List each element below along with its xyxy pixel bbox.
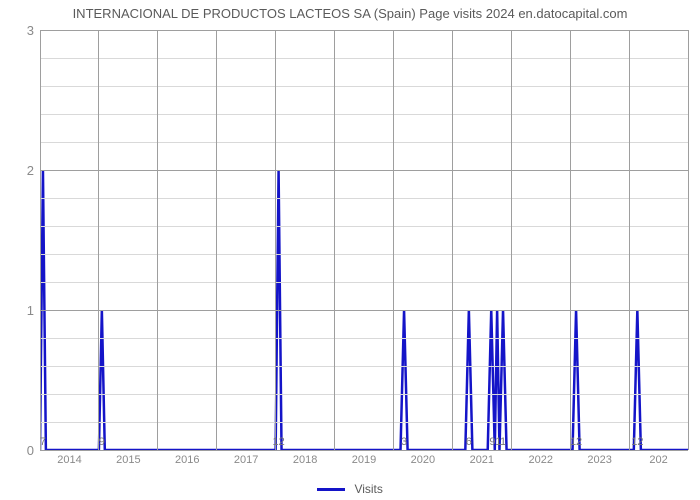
x-tick-label: 2014 xyxy=(57,454,81,466)
grid-h-minor xyxy=(40,142,688,143)
grid-h-minor xyxy=(40,254,688,255)
grid-h-minor xyxy=(40,114,688,115)
peak-label: 12 xyxy=(631,436,643,448)
x-tick-label: 2017 xyxy=(234,454,258,466)
grid-h-minor xyxy=(40,366,688,367)
x-tick-label: 202 xyxy=(649,454,667,466)
grid-v-major xyxy=(40,30,41,450)
x-tick-label: 2016 xyxy=(175,454,199,466)
grid-v-major xyxy=(511,30,512,450)
grid-v-major xyxy=(629,30,630,450)
grid-v-major xyxy=(452,30,453,450)
y-tick-label: 3 xyxy=(14,23,34,38)
grid-h-minor xyxy=(40,282,688,283)
x-tick-label: 2023 xyxy=(587,454,611,466)
grid-v-major xyxy=(98,30,99,450)
chart-container: INTERNACIONAL DE PRODUCTOS LACTEOS SA (S… xyxy=(0,0,700,500)
grid-h-minor xyxy=(40,422,688,423)
grid-h-minor xyxy=(40,86,688,87)
x-tick-label: 2021 xyxy=(470,454,494,466)
peak-label: 7 xyxy=(40,436,46,448)
grid-h-minor xyxy=(40,58,688,59)
grid-v-major xyxy=(393,30,394,450)
y-tick-label: 0 xyxy=(14,443,34,458)
x-tick-label: 2022 xyxy=(528,454,552,466)
legend-swatch xyxy=(317,488,345,491)
grid-v-major xyxy=(334,30,335,450)
grid-h-minor xyxy=(40,198,688,199)
x-tick-label: 2020 xyxy=(411,454,435,466)
grid-v-major xyxy=(275,30,276,450)
x-tick-label: 2019 xyxy=(352,454,376,466)
grid-h-minor xyxy=(40,338,688,339)
grid-h-minor xyxy=(40,226,688,227)
peak-label: 9 xyxy=(99,436,105,448)
peak-label: 6 xyxy=(466,436,472,448)
series-line xyxy=(40,30,688,450)
x-tick-label: 2015 xyxy=(116,454,140,466)
y-tick-label: 1 xyxy=(14,303,34,318)
grid-h-major xyxy=(40,310,688,311)
peak-label: 3 xyxy=(401,436,407,448)
peak-label: 12 xyxy=(570,436,582,448)
x-tick-label: 2018 xyxy=(293,454,317,466)
peak-label: 12 xyxy=(272,436,284,448)
grid-h-major xyxy=(40,450,688,451)
grid-v-major xyxy=(688,30,689,450)
grid-v-major xyxy=(157,30,158,450)
y-tick-label: 2 xyxy=(14,163,34,178)
peak-label: 1 xyxy=(500,436,506,448)
grid-v-major xyxy=(570,30,571,450)
grid-v-major xyxy=(216,30,217,450)
grid-h-major xyxy=(40,30,688,31)
grid-h-major xyxy=(40,170,688,171)
legend: Visits xyxy=(0,481,700,496)
chart-title: INTERNACIONAL DE PRODUCTOS LACTEOS SA (S… xyxy=(0,6,700,21)
grid-h-minor xyxy=(40,394,688,395)
legend-label: Visits xyxy=(354,482,382,496)
plot-area: 7912369111212 xyxy=(40,30,688,450)
